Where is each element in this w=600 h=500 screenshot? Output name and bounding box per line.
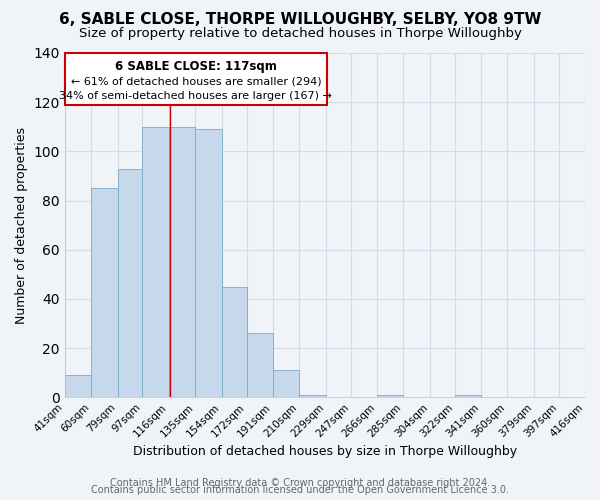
Y-axis label: Number of detached properties: Number of detached properties	[15, 126, 28, 324]
Text: Contains public sector information licensed under the Open Government Licence 3.: Contains public sector information licen…	[91, 485, 509, 495]
Bar	[455, 395, 481, 397]
Bar	[273, 370, 299, 397]
X-axis label: Distribution of detached houses by size in Thorpe Willoughby: Distribution of detached houses by size …	[133, 444, 517, 458]
Bar	[299, 395, 326, 397]
Bar	[195, 129, 221, 397]
Bar	[65, 375, 91, 397]
Text: 6 SABLE CLOSE: 117sqm: 6 SABLE CLOSE: 117sqm	[115, 60, 277, 74]
Text: ← 61% of detached houses are smaller (294): ← 61% of detached houses are smaller (29…	[71, 76, 321, 86]
Bar	[91, 188, 118, 397]
Bar	[247, 334, 273, 397]
Bar	[377, 395, 403, 397]
Bar	[221, 286, 247, 397]
Bar	[118, 168, 142, 397]
Bar	[169, 127, 195, 397]
Text: 34% of semi-detached houses are larger (167) →: 34% of semi-detached houses are larger (…	[59, 91, 332, 101]
Bar	[65, 53, 327, 104]
Bar	[142, 127, 169, 397]
Text: Contains HM Land Registry data © Crown copyright and database right 2024.: Contains HM Land Registry data © Crown c…	[110, 478, 490, 488]
Text: Size of property relative to detached houses in Thorpe Willoughby: Size of property relative to detached ho…	[79, 28, 521, 40]
Text: 6, SABLE CLOSE, THORPE WILLOUGHBY, SELBY, YO8 9TW: 6, SABLE CLOSE, THORPE WILLOUGHBY, SELBY…	[59, 12, 541, 28]
Bar	[585, 395, 600, 397]
